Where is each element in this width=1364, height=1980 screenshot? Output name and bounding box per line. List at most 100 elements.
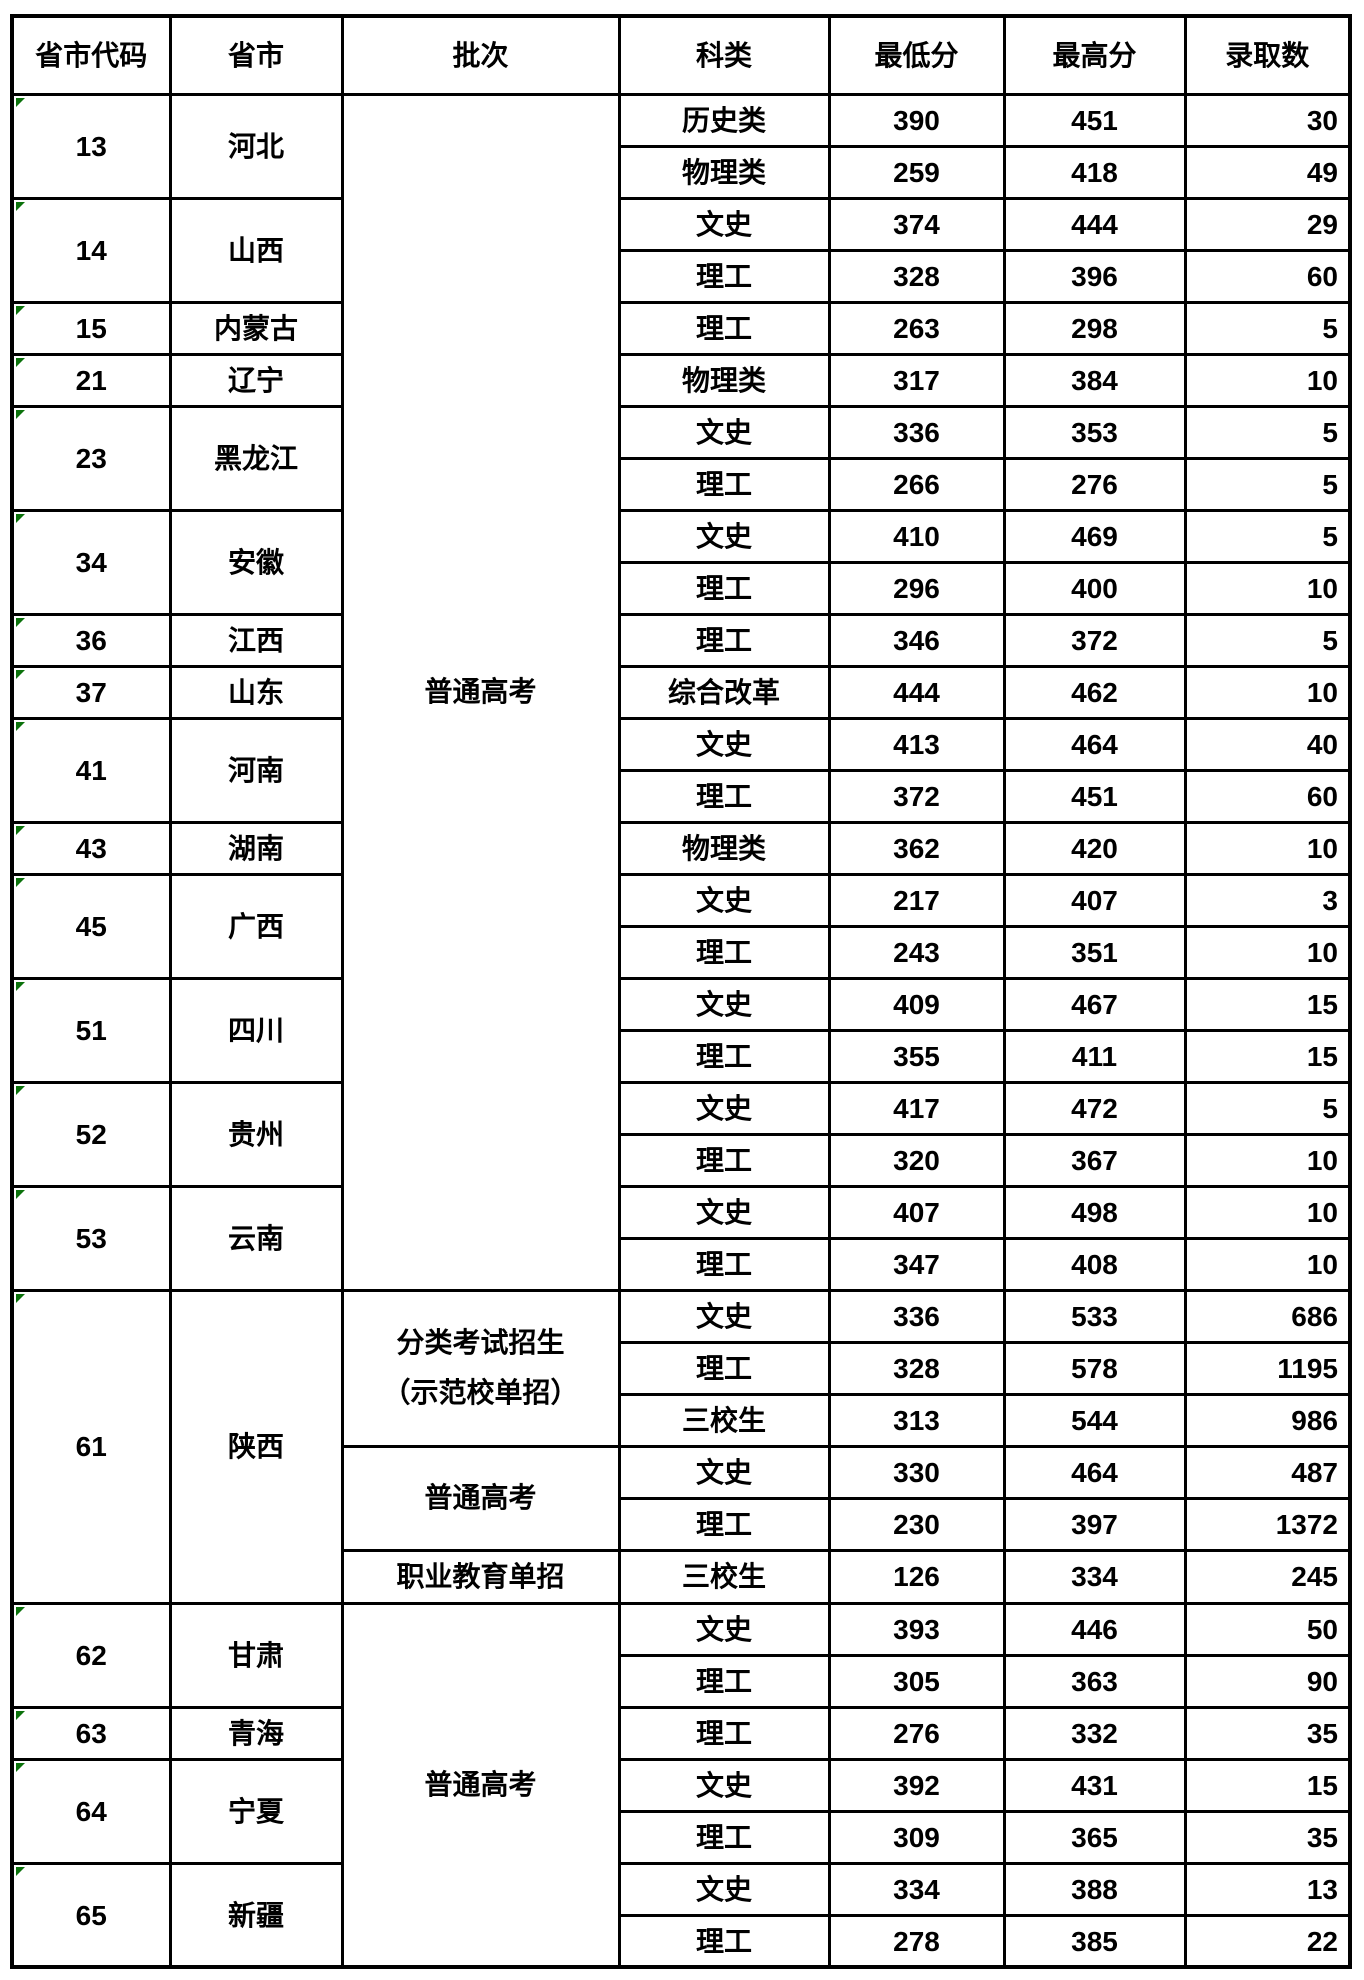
min-score-cell: 320 xyxy=(827,1132,1006,1188)
header-min-score: 最低分 xyxy=(827,14,1006,96)
province-code: 21 xyxy=(75,364,107,396)
min-score-cell: 309 xyxy=(827,1809,1006,1865)
max-score-cell: 365 xyxy=(1002,1809,1187,1865)
max-score-cell: 533 xyxy=(1002,1288,1187,1344)
batch-cell: 普通高考 xyxy=(340,1601,621,1969)
province-name-cell: 陕西 xyxy=(168,1288,344,1605)
min-score-cell: 410 xyxy=(827,508,1006,564)
admission-scores-sheet: 省市代码 省市 批次 科类 最低分 最高分 录取数 13 河北 普通高考 历史类… xyxy=(10,14,1352,1970)
province-code: 62 xyxy=(75,1639,107,1671)
max-score-cell: 367 xyxy=(1002,1132,1187,1188)
min-score-cell: 372 xyxy=(827,768,1006,824)
province-name-cell: 安徽 xyxy=(168,508,344,616)
province-code-cell: 21 xyxy=(10,352,172,408)
admit-count-cell: 10 xyxy=(1183,924,1352,980)
province-code-cell: 34 xyxy=(10,508,172,616)
min-score-cell: 276 xyxy=(827,1705,1006,1761)
header-batch: 批次 xyxy=(340,14,621,96)
max-score-cell: 544 xyxy=(1002,1392,1187,1448)
admit-count-cell: 5 xyxy=(1183,1080,1352,1136)
table-row: 理工 266 276 5 xyxy=(12,456,1352,512)
province-code: 51 xyxy=(75,1014,107,1046)
province-name-cell: 宁夏 xyxy=(168,1757,344,1865)
batch-cell: 普通高考 xyxy=(340,1444,621,1552)
category-cell: 理工 xyxy=(617,768,831,824)
category-cell: 物理类 xyxy=(617,820,831,876)
province-name-cell: 青海 xyxy=(168,1705,344,1761)
table-row: 64 宁夏 文史 392 431 15 xyxy=(10,1757,1352,1865)
green-corner-flag-icon xyxy=(16,1293,25,1303)
green-corner-flag-icon xyxy=(16,721,25,731)
max-score-cell: 498 xyxy=(1002,1184,1187,1240)
admit-count-cell: 50 xyxy=(1183,1601,1352,1657)
admit-count-cell: 5 xyxy=(1183,404,1352,460)
province-code-cell: 15 xyxy=(10,300,172,356)
province-code-cell: 41 xyxy=(10,716,172,824)
province-code-cell: 61 xyxy=(10,1288,172,1605)
province-code: 37 xyxy=(75,676,107,708)
province-name-cell: 山东 xyxy=(168,664,344,720)
province-code: 45 xyxy=(75,910,107,942)
admit-count-cell: 10 xyxy=(1183,664,1352,720)
admit-count-cell: 13 xyxy=(1183,1861,1352,1917)
admit-count-cell: 5 xyxy=(1183,456,1352,512)
min-score-cell: 336 xyxy=(827,404,1006,460)
min-score-cell: 390 xyxy=(827,92,1006,148)
max-score-cell: 444 xyxy=(1002,196,1187,252)
table-row: 45 广西 文史 217 407 3 xyxy=(10,872,1352,980)
max-score-cell: 446 xyxy=(1002,1601,1187,1657)
max-score-cell: 472 xyxy=(1002,1080,1187,1136)
admit-count-cell: 1372 xyxy=(1183,1496,1352,1552)
max-score-cell: 469 xyxy=(1002,508,1187,564)
min-score-cell: 334 xyxy=(827,1861,1006,1917)
category-cell: 理工 xyxy=(617,1028,831,1084)
min-score-cell: 346 xyxy=(827,612,1006,668)
admit-count-cell: 35 xyxy=(1183,1705,1352,1761)
green-corner-flag-icon xyxy=(16,1189,25,1199)
category-cell: 理工 xyxy=(617,1809,831,1865)
category-cell: 历史类 xyxy=(617,92,831,148)
table-row: 43 湖南 物理类 362 420 10 xyxy=(10,820,1352,876)
admit-count-cell: 686 xyxy=(1183,1288,1352,1344)
admit-count-cell: 10 xyxy=(1183,352,1352,408)
admit-count-cell: 15 xyxy=(1183,1757,1352,1813)
category-cell: 文史 xyxy=(617,872,831,928)
table-row: 物理类 259 418 49 xyxy=(12,144,1352,200)
green-corner-flag-icon xyxy=(16,1085,25,1095)
max-score-cell: 578 xyxy=(1002,1340,1187,1396)
category-cell: 文史 xyxy=(617,1184,831,1240)
province-code-cell: 62 xyxy=(10,1601,172,1709)
max-score-cell: 451 xyxy=(1002,768,1187,824)
min-score-cell: 417 xyxy=(827,1080,1006,1136)
max-score-cell: 431 xyxy=(1002,1757,1187,1813)
province-code-cell: 53 xyxy=(10,1184,172,1292)
province-name-cell: 河北 xyxy=(168,92,344,200)
category-cell: 三校生 xyxy=(617,1392,831,1448)
table-row: 理工 278 385 22 xyxy=(12,1913,1352,1969)
min-score-cell: 230 xyxy=(827,1496,1006,1552)
admit-count-cell: 40 xyxy=(1183,716,1352,772)
province-code: 64 xyxy=(75,1795,107,1827)
province-name-cell: 辽宁 xyxy=(168,352,344,408)
province-code: 63 xyxy=(75,1717,107,1749)
min-score-cell: 413 xyxy=(827,716,1006,772)
green-corner-flag-icon xyxy=(16,513,25,523)
category-cell: 物理类 xyxy=(617,352,831,408)
province-code-cell: 51 xyxy=(10,976,172,1084)
province-code-cell: 23 xyxy=(10,404,172,512)
green-corner-flag-icon xyxy=(16,981,25,991)
table-row: 职业教育单招 三校生 126 334 245 xyxy=(12,1548,1352,1605)
table-row: 23 黑龙江 文史 336 353 5 xyxy=(10,404,1352,512)
category-cell: 理工 xyxy=(617,612,831,668)
province-name-cell: 黑龙江 xyxy=(168,404,344,512)
category-cell: 理工 xyxy=(617,248,831,304)
green-corner-flag-icon xyxy=(16,669,25,679)
min-score-cell: 374 xyxy=(827,196,1006,252)
category-cell: 文史 xyxy=(617,976,831,1032)
min-score-cell: 336 xyxy=(827,1288,1006,1344)
max-score-cell: 462 xyxy=(1002,664,1187,720)
max-score-cell: 298 xyxy=(1002,300,1187,356)
category-cell: 文史 xyxy=(617,1601,831,1657)
green-corner-flag-icon xyxy=(16,1762,25,1772)
header-max-score: 最高分 xyxy=(1002,14,1187,96)
